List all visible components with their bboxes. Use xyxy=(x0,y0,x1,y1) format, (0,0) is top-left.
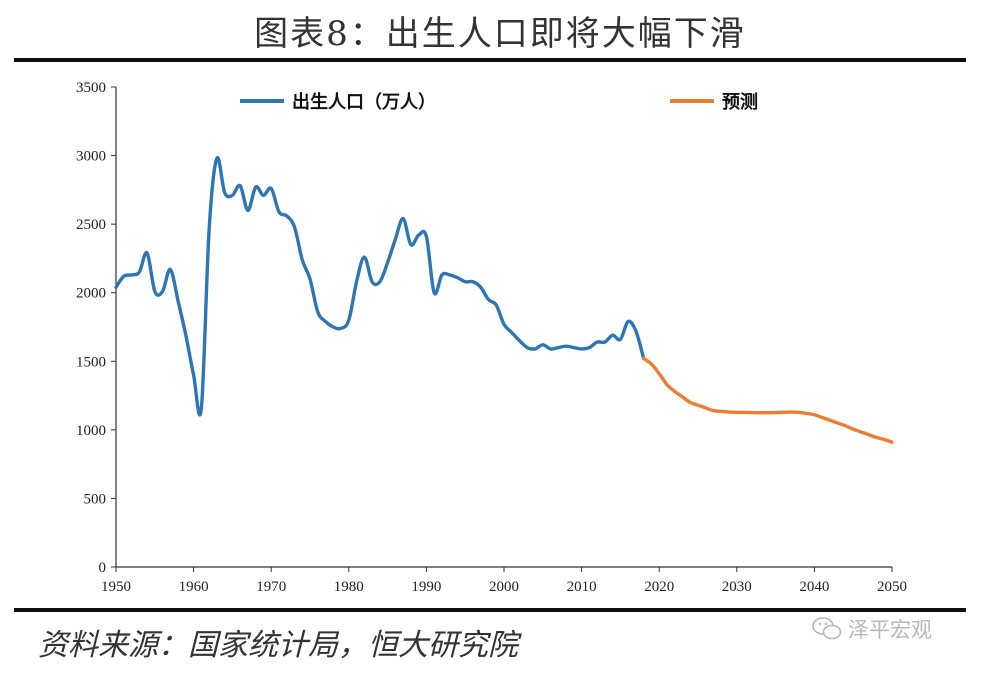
x-tick-label: 1970 xyxy=(256,579,286,595)
axes xyxy=(111,86,893,572)
source-note: 资料来源：国家统计局，恒大研究院 xyxy=(38,628,518,663)
x-tick-label: 2010 xyxy=(567,579,597,595)
x-tick-label: 2020 xyxy=(644,579,674,595)
tick-labels: 0 500 1000 1500 2000 2500 3000 3500 1950 1960 1970… xyxy=(76,80,907,595)
x-tick-label: 2050 xyxy=(877,579,907,595)
y-tick-label: 500 xyxy=(84,491,107,507)
line-chart: 0 500 1000 1500 2000 2500 3000 3500 1950 1960 1970… xyxy=(76,80,907,595)
y-tick-label: 1000 xyxy=(76,423,106,439)
x-tick-label: 2030 xyxy=(722,579,752,595)
watermark: 泽平宏观 xyxy=(812,614,932,644)
chart-title: 图表8：出生人口即将大幅下滑 xyxy=(254,14,746,54)
x-tick-label: 2000 xyxy=(489,579,519,595)
y-tick-label: 1500 xyxy=(76,354,106,370)
legend-label-forecast: 预测 xyxy=(722,91,758,113)
x-tick-label: 1980 xyxy=(334,579,364,595)
wechat-icon xyxy=(812,617,842,640)
x-tick-label: 1950 xyxy=(101,579,131,595)
series-line-actual xyxy=(114,156,646,417)
x-tick-label: 2040 xyxy=(799,579,829,595)
y-tick-label: 2000 xyxy=(76,286,106,302)
bottom-rule xyxy=(14,608,966,612)
x-tick-label: 1960 xyxy=(179,579,209,595)
y-tick-label: 2500 xyxy=(76,217,106,233)
watermark-text: 泽平宏观 xyxy=(848,618,932,642)
legend: 出生人口（万人） 预测 xyxy=(240,91,758,113)
y-tick-label: 3500 xyxy=(76,80,106,96)
x-tick-label: 1990 xyxy=(411,579,441,595)
legend-label-actual: 出生人口（万人） xyxy=(292,91,436,113)
series-lines xyxy=(114,156,894,444)
y-tick-label: 3000 xyxy=(76,149,106,165)
y-tick-label: 0 xyxy=(99,560,107,576)
top-rule xyxy=(14,58,966,62)
series-line-forecast xyxy=(641,356,894,444)
